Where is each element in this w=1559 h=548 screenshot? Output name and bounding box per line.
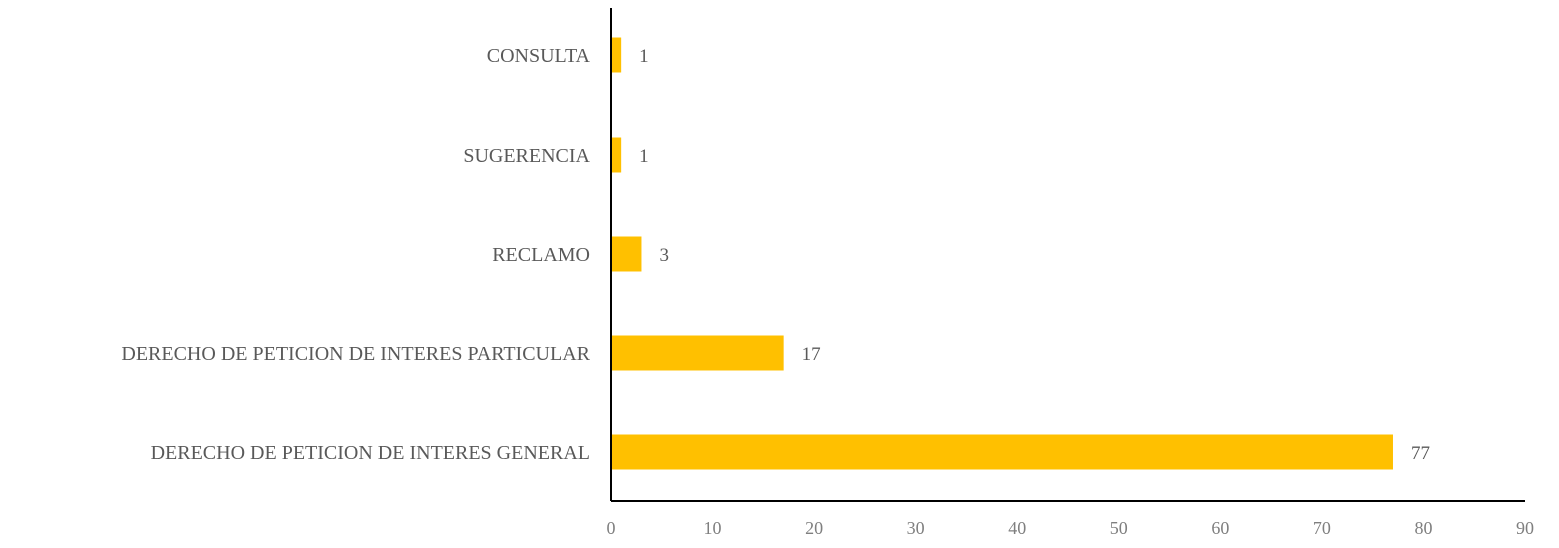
- category-labels: CONSULTA SUGERENCIA RECLAMO DERECHO DE PETI…: [121, 45, 590, 464]
- bars-layer: [611, 37, 1393, 470]
- x-tick-label-80: 80: [1414, 518, 1432, 538]
- category-label-consulta: CONSULTA: [487, 45, 591, 67]
- bar-derecho-de-peticion-de-interes-particular: [611, 335, 784, 371]
- x-tick-label-60: 60: [1211, 518, 1229, 538]
- x-tick-label-90: 90: [1516, 518, 1534, 538]
- x-tick-label-30: 30: [907, 518, 925, 538]
- data-label-reclamo: 3: [659, 245, 669, 266]
- x-tick-label-20: 20: [805, 518, 823, 538]
- data-label-sugerencia: 1: [639, 146, 649, 167]
- bar-consulta: [611, 37, 622, 73]
- x-tick-label-0: 0: [607, 518, 616, 538]
- x-tick-label-40: 40: [1008, 518, 1026, 538]
- axes: [610, 8, 1525, 502]
- data-label-derecho-de-peticion-de-interes-general: 77: [1411, 443, 1430, 464]
- category-label-sugerencia: SUGERENCIA: [463, 145, 590, 167]
- data-label-consulta: 1: [639, 46, 649, 67]
- bar-derecho-de-peticion-de-interes-general: [611, 434, 1393, 470]
- bar-sugerencia: [611, 137, 622, 173]
- x-tick-labels: 0 10 20 30 40 50 60 70 80 90: [607, 518, 1535, 538]
- x-tick-label-70: 70: [1313, 518, 1331, 538]
- bar-reclamo: [611, 236, 642, 272]
- x-tick-label-50: 50: [1110, 518, 1128, 538]
- category-label-reclamo: RECLAMO: [492, 244, 590, 266]
- data-label-derecho-de-peticion-de-interes-particular: 17: [802, 344, 821, 365]
- x-tick-label-10: 10: [704, 518, 722, 538]
- value-labels: 1 1 3 17 77: [639, 46, 1430, 464]
- category-label-derecho-de-peticion-de-interes-particular: DERECHO DE PETICION DE INTERES PARTICULA…: [121, 343, 590, 365]
- category-label-derecho-de-peticion-de-interes-general: DERECHO DE PETICION DE INTERES GENERAL: [151, 442, 590, 464]
